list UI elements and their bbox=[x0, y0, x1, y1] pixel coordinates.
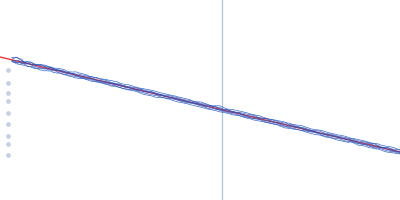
Point bbox=[5, 111, 11, 114]
Point bbox=[5, 122, 11, 125]
Point bbox=[5, 100, 11, 103]
Point bbox=[5, 91, 11, 94]
Point bbox=[5, 81, 11, 84]
Point bbox=[5, 142, 11, 145]
Point bbox=[5, 68, 11, 71]
Point bbox=[5, 134, 11, 138]
Point bbox=[5, 153, 11, 156]
